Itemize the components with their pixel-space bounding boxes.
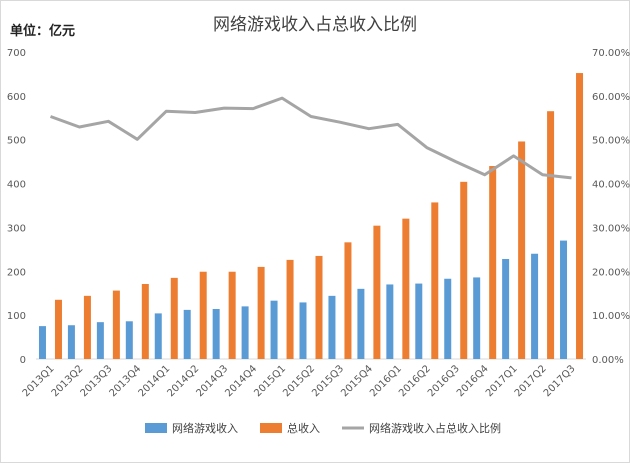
online-game-revenue-bar [473, 277, 481, 359]
total-revenue-bar [315, 255, 323, 359]
total-revenue-bar [576, 73, 584, 360]
total-revenue-bar [112, 290, 120, 359]
online-game-revenue-bar [328, 295, 336, 359]
online-game-revenue-bar [502, 259, 510, 359]
plot-area [36, 73, 586, 360]
total-revenue-bar [373, 225, 381, 359]
online-game-revenue-bar [444, 278, 452, 359]
right-tick-label: 20.00% [592, 267, 630, 278]
online-game-revenue-bar [38, 326, 46, 359]
total-revenue-bar [170, 277, 178, 359]
total-revenue-bar [228, 271, 236, 359]
total-revenue-bar [518, 141, 526, 359]
left-tick-label: 600 [7, 92, 26, 103]
online-game-revenue-bar [299, 302, 307, 359]
online-game-revenue-bar [183, 309, 191, 359]
legend-label: 网络游戏收入 [172, 421, 238, 435]
total-revenue-bar [489, 166, 497, 359]
legend-label: 网络游戏收入占总收入比例 [369, 421, 501, 435]
right-tick-label: 10.00% [592, 311, 630, 322]
total-revenue-bar [54, 299, 62, 359]
left-tick-label: 400 [7, 180, 26, 191]
left-tick-label: 0 [20, 355, 26, 366]
online-game-revenue-bar [357, 288, 365, 359]
chart-title: 网络游戏收入占总收入比例 [213, 15, 417, 35]
left-tick-label: 700 [7, 48, 26, 59]
total-revenue-bar [257, 266, 265, 359]
total-revenue-bar [344, 242, 352, 359]
total-revenue-bar [286, 259, 294, 359]
legend-swatch [145, 423, 167, 433]
right-tick-label: 40.00% [592, 180, 630, 191]
online-game-revenue-bar [154, 313, 162, 359]
share-ratio-line [49, 96, 572, 180]
legend-swatch [260, 423, 282, 433]
online-game-revenue-bar [212, 309, 220, 359]
online-game-revenue-bar [270, 300, 278, 359]
online-game-revenue-bar [531, 253, 539, 359]
x-axis: 2013Q12013Q22013Q32013Q42014Q12014Q22014… [21, 363, 578, 399]
right-tick-label: 50.00% [592, 136, 630, 147]
total-revenue-bar [460, 181, 468, 359]
total-revenue-bar [83, 295, 91, 359]
total-revenue-bar [199, 271, 207, 359]
total-revenue-bar [141, 284, 149, 359]
online-game-revenue-bar [241, 306, 249, 359]
left-tick-label: 500 [7, 136, 26, 147]
legend: 网络游戏收入 总收入 网络游戏收入占总收入比例 [145, 421, 501, 435]
unit-label: 单位：亿元 [10, 23, 76, 38]
right-tick-label: 60.00% [592, 92, 630, 103]
online-game-revenue-bar [386, 284, 394, 359]
left-tick-label: 300 [7, 223, 26, 234]
online-game-revenue-bar [125, 321, 133, 359]
right-tick-label: 30.00% [592, 223, 630, 234]
online-game-revenue-bar [67, 325, 75, 359]
left-tick-label: 100 [7, 311, 26, 322]
legend-label: 总收入 [287, 421, 320, 435]
online-game-revenue-bar [560, 240, 568, 359]
right-tick-label: 70.00% [592, 48, 630, 59]
left-axis: 0 100 200 300 400 500 600 700 [7, 48, 26, 366]
total-revenue-bar [402, 218, 410, 359]
total-revenue-bar [431, 202, 439, 359]
online-game-revenue-bar [96, 322, 104, 359]
x-tick-label: 2017Q3 [542, 363, 578, 399]
online-game-revenue-bar [415, 283, 423, 359]
right-tick-label: 0.00% [592, 355, 624, 366]
total-revenue-bar [547, 111, 555, 359]
right-axis: 0.00% 10.00% 20.00% 30.00% 40.00% 50.00% 60.00… [592, 48, 630, 366]
left-tick-label: 200 [7, 267, 26, 278]
